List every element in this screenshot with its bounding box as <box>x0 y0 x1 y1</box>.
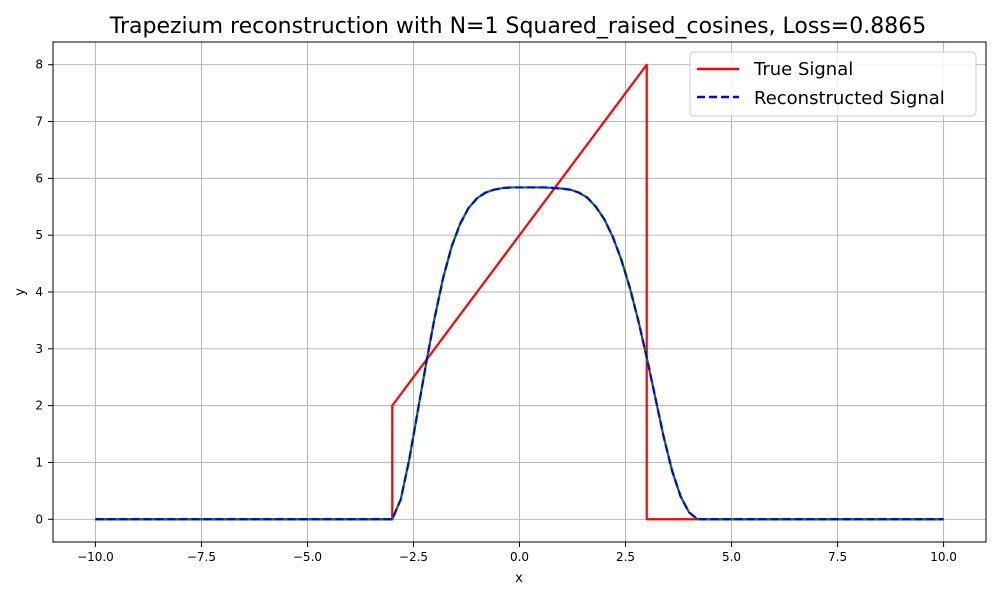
y-tick-label: 6 <box>35 171 43 185</box>
chart-title: Trapezium reconstruction with N=1 Square… <box>109 14 926 39</box>
x-tick-label: −10.0 <box>77 550 114 564</box>
series-layer <box>95 63 944 521</box>
y-tick-label: 8 <box>35 58 43 72</box>
x-tick-label: 10.0 <box>930 550 957 564</box>
y-tick-label: 4 <box>35 285 43 299</box>
x-tick-label: 7.5 <box>828 550 847 564</box>
x-axis-label: x <box>515 571 523 586</box>
x-tick-label: 0.0 <box>510 550 529 564</box>
x-tick-label: −2.5 <box>399 550 428 564</box>
legend-label-true-signal: True Signal <box>753 59 853 80</box>
legend: True Signal Reconstructed Signal <box>689 51 977 117</box>
grid <box>53 42 986 542</box>
x-tick-label: 2.5 <box>616 550 635 564</box>
x-tick-label: −5.0 <box>293 550 322 564</box>
y-tick-label: 2 <box>35 399 43 413</box>
y-tick-label: 5 <box>35 228 43 242</box>
x-tick-label: −7.5 <box>187 550 216 564</box>
ticks: −10.0 −7.5 −5.0 −2.5 0.0 2.5 5.0 7.5 10.0 0 1 2 3 4 5 6… <box>35 58 957 564</box>
series-line-reconstructed-signal <box>95 186 944 521</box>
y-axis-label: y <box>13 288 28 296</box>
y-tick-label: 3 <box>35 342 43 356</box>
y-tick-label: 1 <box>35 455 43 469</box>
x-tick-label: 5.0 <box>722 550 741 564</box>
y-tick-label: 0 <box>35 512 43 526</box>
legend-box <box>689 51 977 117</box>
legend-label-reconstructed-signal: Reconstructed Signal <box>754 88 945 109</box>
y-tick-label: 7 <box>35 115 43 129</box>
